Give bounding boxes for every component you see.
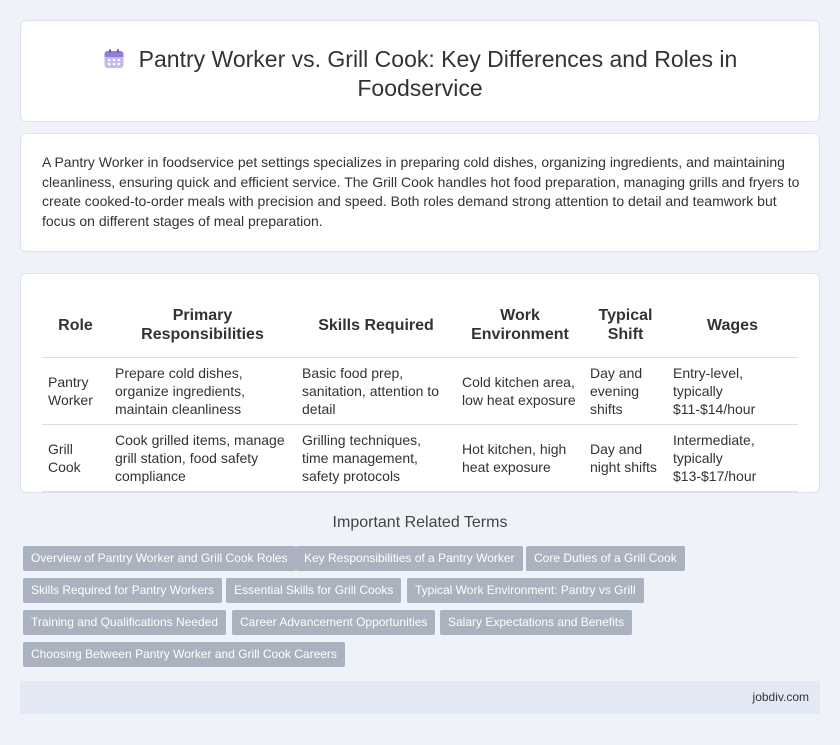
header-shift: Typical Shift (584, 294, 667, 358)
related-term-tag[interactable]: Overview of Pantry Worker and Grill Cook… (23, 546, 296, 571)
header-wages: Wages (667, 294, 798, 358)
related-terms-heading: Important Related Terms (332, 514, 508, 531)
header-card: Pantry Worker vs. Grill Cook: Key Differ… (20, 20, 820, 122)
related-term-tag[interactable]: Choosing Between Pantry Worker and Grill… (23, 642, 345, 667)
cell-shift: Day and evening shifts (584, 357, 667, 425)
header-role: Role (42, 294, 109, 358)
related-term-tag[interactable]: Key Responsibilities of a Pantry Worker (296, 546, 523, 571)
cell-wages: Entry-level, typically $11-$14/hour (667, 357, 798, 425)
intro-card: A Pantry Worker in foodservice pet setti… (20, 133, 820, 252)
cell-environment: Cold kitchen area, low heat exposure (456, 357, 584, 425)
table-row: Pantry Worker Prepare cold dishes, organ… (42, 357, 798, 425)
related-term-tag[interactable]: Training and Qualifications Needed (23, 610, 227, 635)
related-term-tag[interactable]: Typical Work Environment: Pantry vs Gril… (407, 578, 644, 603)
table-header-row: Role Primary Responsibilities Skills Req… (42, 294, 798, 358)
header-skills: Skills Required (296, 294, 456, 358)
cell-role: Pantry Worker (42, 357, 109, 425)
page-title: Pantry Worker vs. Grill Cook: Key Differ… (138, 46, 738, 101)
related-term-tag[interactable]: Salary Expectations and Benefits (440, 610, 633, 635)
related-term-tag[interactable]: Essential Skills for Grill Cooks (226, 578, 402, 603)
header-responsibilities: Primary Responsibilities (109, 294, 296, 358)
header-environment: Work Environment (456, 294, 584, 358)
page-title-row: Pantry Worker vs. Grill Cook: Key Differ… (21, 45, 819, 103)
related-term-tag[interactable]: Core Duties of a Grill Cook (526, 546, 685, 571)
comparison-table-card: Role Primary Responsibilities Skills Req… (20, 273, 820, 493)
related-term-tag[interactable]: Career Advancement Opportunities (232, 610, 436, 635)
footer-site-link[interactable]: jobdiv.com (752, 690, 809, 704)
cell-skills: Grilling techniques, time management, sa… (296, 424, 456, 492)
comparison-table: Role Primary Responsibilities Skills Req… (42, 294, 798, 492)
cell-role: Grill Cook (42, 424, 109, 492)
related-term-tag[interactable]: Skills Required for Pantry Workers (23, 578, 223, 603)
table-row: Grill Cook Cook grilled items, manage gr… (42, 424, 798, 492)
cell-shift: Day and night shifts (584, 424, 667, 492)
cell-wages: Intermediate, typically $13-$17/hour (667, 424, 798, 492)
cell-skills: Basic food prep, sanitation, attention t… (296, 357, 456, 425)
cell-responsibilities: Cook grilled items, manage grill station… (109, 424, 296, 492)
intro-paragraph: A Pantry Worker in foodservice pet setti… (42, 154, 800, 229)
footer: jobdiv.com (20, 681, 820, 714)
calendar-icon (104, 49, 124, 68)
cell-responsibilities: Prepare cold dishes, organize ingredient… (109, 357, 296, 425)
cell-environment: Hot kitchen, high heat exposure (456, 424, 584, 492)
